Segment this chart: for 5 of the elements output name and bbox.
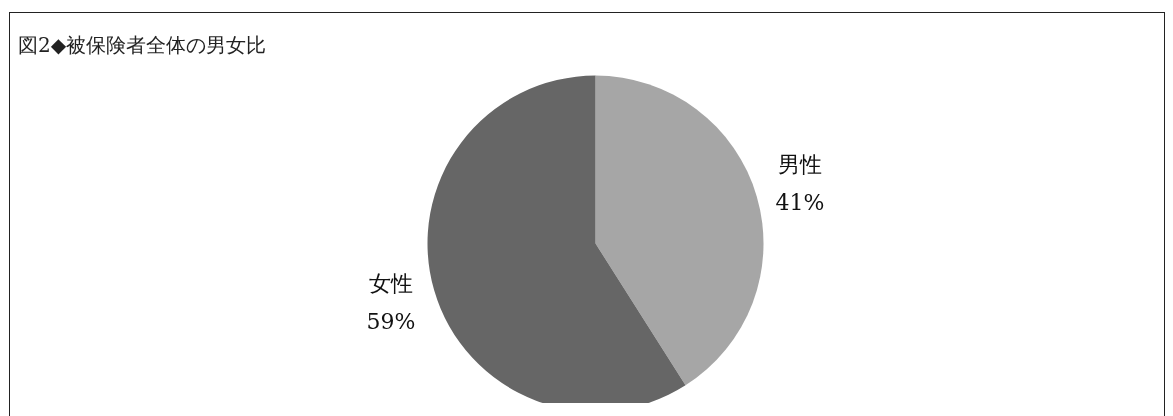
data-label: 41%	[775, 189, 824, 215]
data-label: 59%	[366, 308, 415, 334]
slice-label: 男性	[777, 151, 822, 177]
slice-label: 女性	[368, 270, 413, 296]
text: 図2◆被保険者全体の男女比	[17, 32, 266, 57]
